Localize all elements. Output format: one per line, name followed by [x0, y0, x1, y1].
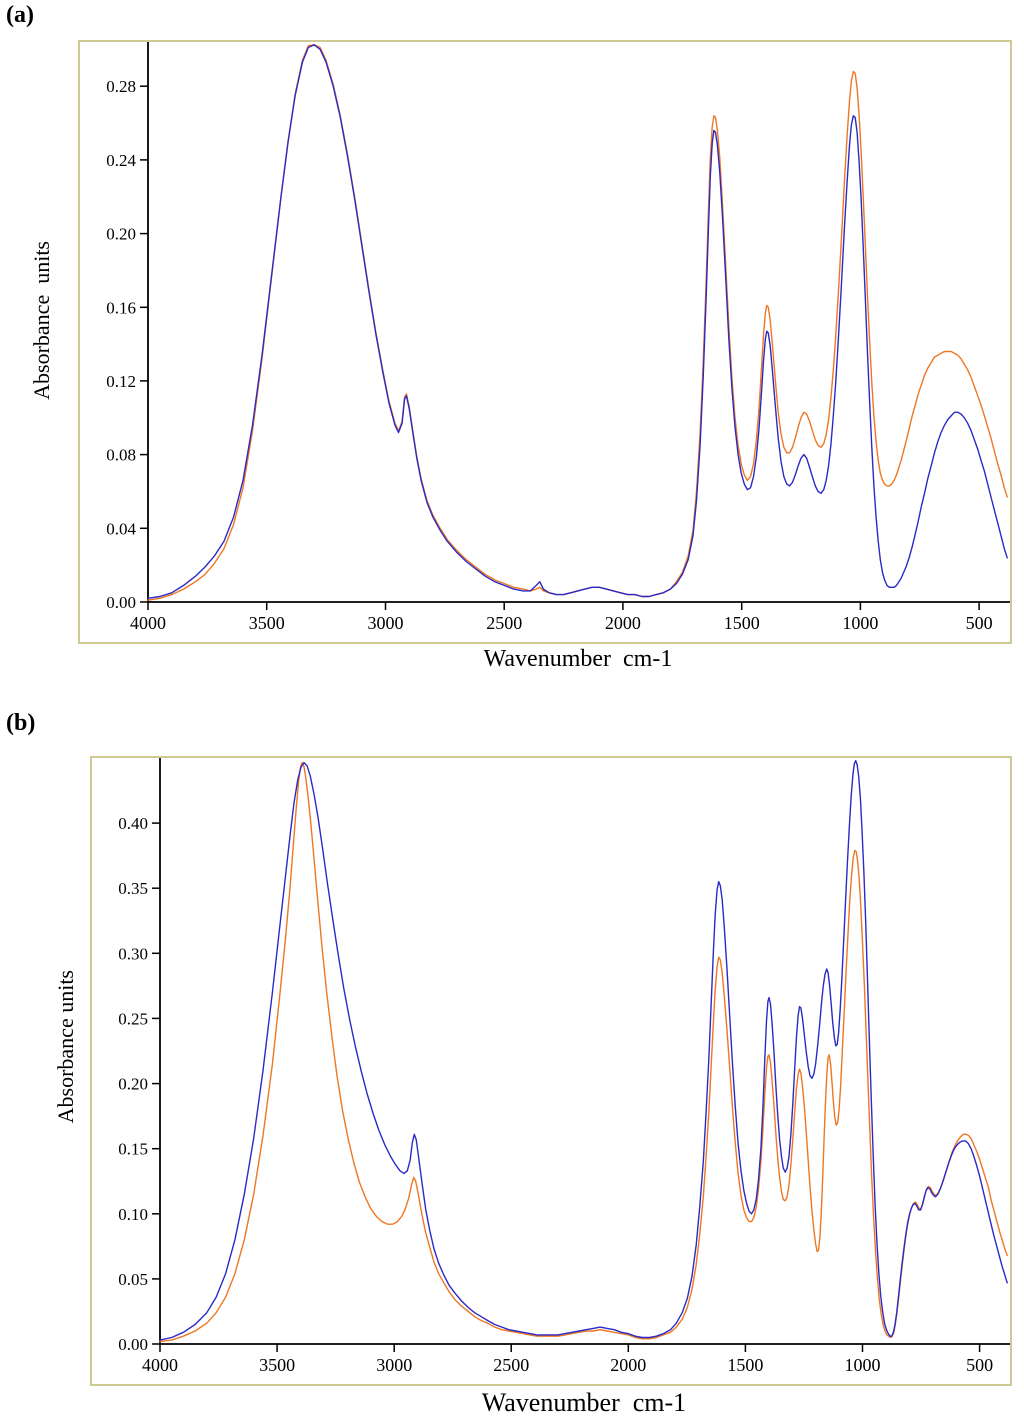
x-tick-label: 3500: [259, 1355, 295, 1375]
x-tick-label: 2500: [493, 1355, 529, 1375]
orange-spectrum-line: [159, 761, 1008, 1343]
y-axis-title-text-b: Absorbance units: [53, 970, 78, 1124]
y-tick-label: 0.15: [118, 1140, 148, 1159]
y-tick-label: 0.30: [118, 944, 148, 963]
x-axis-title-b: Wavenumber cm-1: [481, 1388, 687, 1417]
x-tick-label: 4000: [130, 613, 166, 633]
y-axis-title-b: Absorbance units: [48, 758, 84, 1336]
y-axis-title-text-a: Absorbance units: [29, 240, 54, 400]
x-tick-label: 2500: [486, 613, 522, 633]
y-tick-label: 0.10: [118, 1205, 148, 1224]
x-tick-label: 500: [966, 1355, 993, 1375]
y-tick-label: 0.05: [118, 1270, 148, 1289]
y-tick-label: 0.20: [106, 225, 136, 244]
x-tick-label: 1000: [842, 613, 878, 633]
y-tick-label: 0.04: [106, 519, 136, 538]
blue-spectrum-line: [147, 44, 1008, 599]
y-tick-label: 0.00: [106, 593, 136, 612]
y-axis-title-a: Absorbance units: [24, 42, 60, 598]
x-tick-label: 2000: [605, 613, 641, 633]
spectra-chart-b: 0.00 0.05 0.10 0.15 0.20 0.25 0.30 0.35 0.40 4000…: [90, 756, 1012, 1386]
x-tick-label: 3500: [249, 613, 285, 633]
x-tick-label: 1500: [727, 1355, 763, 1375]
blue-spectrum-line: [159, 759, 1008, 1341]
x-tick-label: 2000: [610, 1355, 646, 1375]
y-tick-label: 0.20: [118, 1075, 148, 1094]
x-tick-label: 1500: [724, 613, 760, 633]
panel-label-b: (b): [6, 710, 36, 736]
x-tick-label: 1000: [845, 1355, 881, 1375]
x-tick-label: 4000: [142, 1355, 178, 1375]
y-tick-label: 0.40: [118, 814, 148, 833]
orange-spectrum-line: [147, 44, 1008, 601]
y-tick-label: 0.28: [106, 77, 136, 96]
y-tick-label: 0.35: [118, 879, 148, 898]
spectra-chart-a: 0.00 0.04 0.08 0.12 0.16 0.20 0.24 0.28 4000 3500…: [78, 40, 1012, 644]
x-tick-label: 500: [966, 613, 993, 633]
y-tick-label: 0.12: [106, 372, 136, 391]
y-tick-label: 0.24: [106, 151, 136, 170]
y-tick-label: 0.08: [106, 446, 136, 465]
x-axis-title-a: Wavenumber cm-1: [483, 646, 673, 672]
y-tick-label: 0.25: [118, 1009, 148, 1028]
chart-svg: 0.00 0.04 0.08 0.12 0.16 0.20 0.24 0.28 4000 3500…: [106, 42, 1010, 633]
panel-label-a: (a): [6, 2, 34, 28]
y-tick-label: 0.16: [106, 298, 136, 317]
chart-svg: 0.00 0.05 0.10 0.15 0.20 0.25 0.30 0.35 0.40 4000…: [118, 758, 1010, 1375]
x-tick-label: 3000: [376, 1355, 412, 1375]
x-tick-label: 3000: [368, 613, 404, 633]
y-tick-label: 0.00: [118, 1335, 148, 1354]
